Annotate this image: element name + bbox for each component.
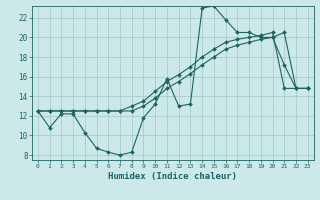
X-axis label: Humidex (Indice chaleur): Humidex (Indice chaleur) (108, 172, 237, 181)
